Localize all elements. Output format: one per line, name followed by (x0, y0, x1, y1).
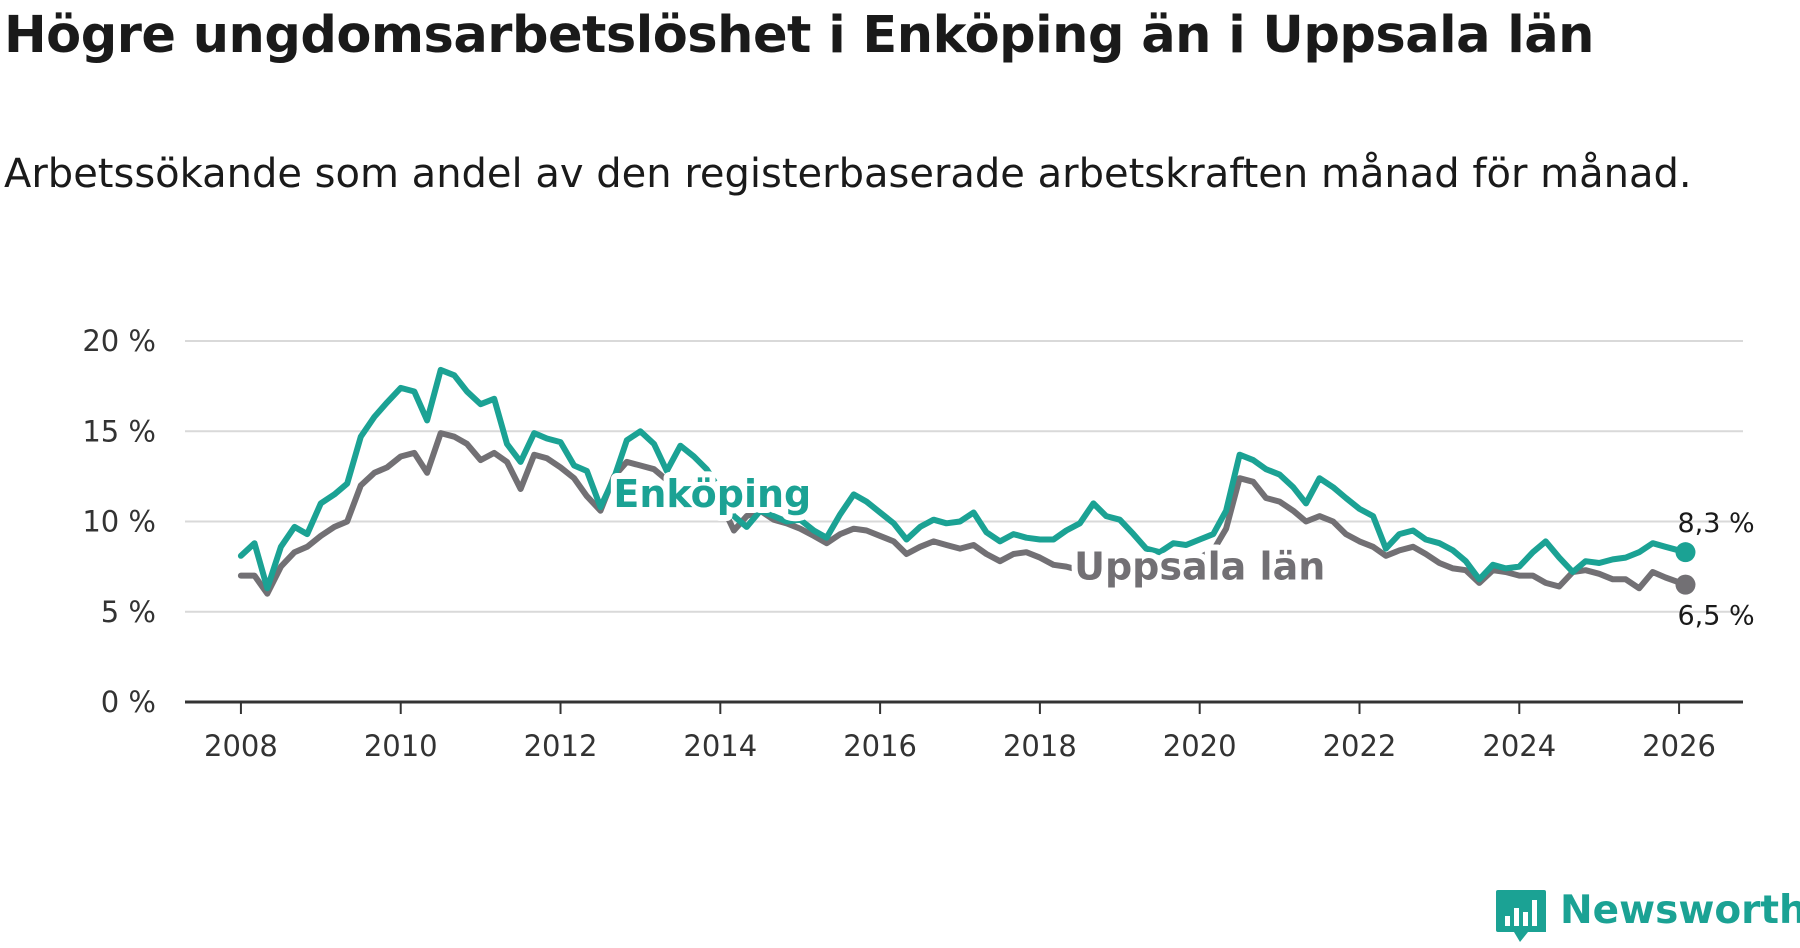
x-tick-label: 2026 (1642, 729, 1716, 763)
x-tick-label: 2016 (843, 729, 917, 763)
y-tick-label: 0 % (101, 685, 156, 719)
series-label-uppsala: Uppsala län (1074, 544, 1325, 588)
x-tick-label: 2020 (1163, 729, 1237, 763)
x-tick-label: 2008 (204, 729, 278, 763)
line-chart: 0 %5 %10 %15 %20 % 2008 2010 2012 2014 2016 2… (82, 324, 1754, 763)
x-tick-label: 2010 (364, 729, 438, 763)
x-tick-label: 2014 (683, 729, 757, 763)
y-tick-label: 15 % (82, 414, 156, 448)
x-tick-label: 2012 (524, 729, 598, 763)
x-tick-label: 2022 (1323, 729, 1397, 763)
y-tick-label: 5 % (101, 595, 156, 629)
x-axis: 2008 2010 2012 2014 2016 2018 2020 2022 2024 2026 (185, 700, 1743, 763)
brand-name: Newsworthy (1560, 888, 1800, 933)
end-value-enkoping: 8,3 % (1677, 508, 1754, 539)
series-lines (237, 366, 1696, 597)
x-tick-label: 2024 (1482, 729, 1556, 763)
y-tick-label: 10 % (82, 505, 156, 539)
series-line-enkoping (237, 366, 1689, 592)
y-tick-label: 20 % (82, 324, 156, 358)
newsworthy-logo: Newsworthy (1494, 888, 1800, 944)
gridlines: 0 % 5 % 10 % 15 % 20 % (82, 324, 1743, 719)
chart-subtitle: Arbetssökande som andel av den registerb… (4, 151, 1692, 197)
newsworthy-logo-icon (1496, 890, 1546, 942)
chart-title: Högre ungdomsarbetslöshet i Enköping än … (4, 6, 1595, 65)
x-tick-label: 2018 (1003, 729, 1077, 763)
end-point-enkoping (1675, 542, 1696, 563)
series-label-enkoping: Enköping (613, 472, 811, 516)
series-line-uppsala (237, 430, 1689, 597)
annotations: Enköping Uppsala län 8,3 % 6,5 % (607, 466, 1754, 632)
end-point-uppsala (1675, 574, 1696, 595)
end-value-uppsala: 6,5 % (1677, 601, 1754, 632)
